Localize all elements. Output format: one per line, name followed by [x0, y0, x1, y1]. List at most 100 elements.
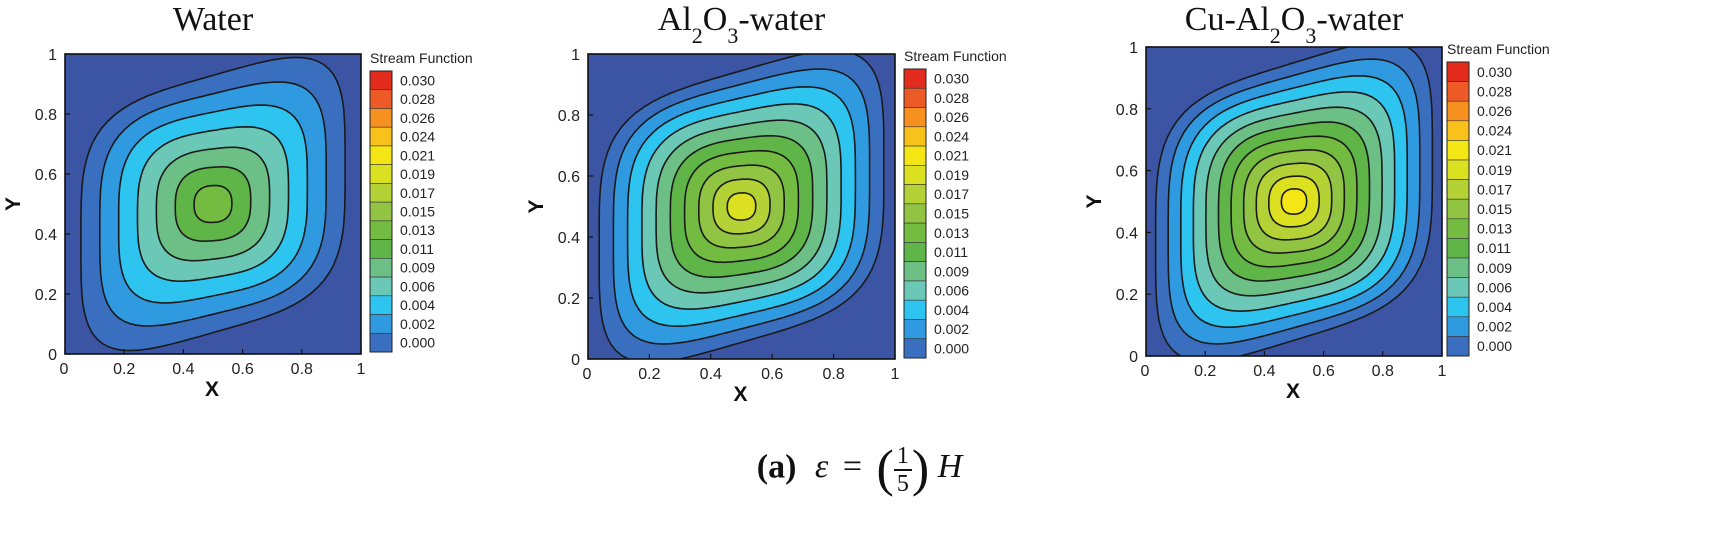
axis-ticks: 0 0.2 0.4 0.6 0.8 1 0 0.2 0.4 0.6 0.8 1: [558, 47, 900, 383]
colorbar-label: 0.019: [400, 166, 435, 182]
contour-line-0.002: [80, 56, 346, 352]
colorbar-swatch: [903, 261, 927, 282]
x-axis-label: X: [733, 383, 747, 406]
caption-label: (a): [756, 448, 797, 486]
x-tick-label: 0.6: [231, 361, 253, 378]
colorbar-label: 0.021: [400, 147, 435, 163]
caption-epsilon: ε: [814, 448, 829, 486]
colorbar-frame: [369, 70, 393, 353]
contour-line-0.009: [136, 125, 290, 283]
y-tick-label: 1: [1129, 40, 1138, 57]
x-tick-label: 1: [357, 361, 366, 378]
colorbar-label: 0.030: [934, 71, 969, 87]
contour-line-0.009: [641, 103, 842, 310]
colorbar-frame: [903, 68, 927, 359]
contour-line-0.011: [655, 119, 828, 294]
contour-line-0.019: [1255, 162, 1333, 241]
contour-line-0.021: [1268, 175, 1320, 228]
contour-line-0.015: [683, 149, 800, 264]
colorbar-label: 0.026: [1477, 103, 1512, 119]
y-tick-label: 0.4: [558, 230, 580, 247]
colorbar-swatch: [369, 70, 393, 91]
plot-frame: [587, 53, 896, 360]
colorbar-label: 0.004: [934, 302, 969, 318]
contour-line-0.015: [1230, 135, 1358, 268]
contour-line-0.006: [626, 85, 857, 328]
contour-fill-level-7: [194, 185, 232, 223]
colorbar-swatch: [369, 332, 393, 353]
panel-cu-al2o3-water: Cu-Al2O3-water 0 0.2 0.4 0.6 0.8 1 0 0.2 0.4 0.6 0.…: [1083, 1, 1550, 403]
colorbar-label: 0.028: [934, 90, 969, 106]
x-tick-label: 0.4: [172, 361, 194, 378]
colorbar-swatch: [903, 87, 927, 108]
colorbar-swatch: [369, 145, 393, 165]
colorbar-swatch: [1446, 316, 1470, 337]
chart-title: Cu-Al2O3-water: [1185, 1, 1404, 48]
colorbar-label: 0.002: [1477, 319, 1512, 335]
colorbar-swatch: [903, 107, 927, 128]
colorbar-swatch: [369, 183, 393, 203]
colorbar-title: Stream Function: [1447, 41, 1550, 57]
y-tick-label: 0.2: [35, 287, 57, 304]
colorbar-label: 0.002: [934, 321, 969, 337]
x-tick-label: 0.6: [761, 366, 783, 383]
caption-variable: H: [937, 448, 963, 486]
colorbar-swatch: [1446, 159, 1470, 180]
colorbar-swatch: [1446, 179, 1470, 200]
y-axis-label: Y: [525, 199, 548, 213]
axis-ticks: 0 0.2 0.4 0.6 0.8 1 0 0.2 0.4 0.6 0.8 1: [35, 47, 366, 378]
colorbar-label: 0.013: [1477, 221, 1512, 237]
contour-line-0.011: [1205, 106, 1383, 297]
x-tick-label: 1: [891, 366, 900, 383]
contour-line-0.015: [193, 184, 233, 224]
x-tick-label: 0.2: [113, 361, 135, 378]
caption-paren-close: ): [911, 441, 930, 498]
panel-al2o3-water: Al2O3-water 0 0.2 0.4 0.6 0.8 1 0 0.2 0.4 0.6 0.8 1 X…: [525, 1, 1007, 406]
y-tick-label: 0.6: [1116, 164, 1138, 181]
colorbar-label: 0.021: [1477, 142, 1512, 158]
colorbar-swatch: [903, 126, 927, 147]
contour-line-0.002: [1154, 47, 1434, 356]
colorbar-swatch: [1446, 257, 1470, 278]
x-tick-label: 0: [583, 366, 592, 383]
contour-line-0.011: [155, 146, 271, 262]
y-tick-label: 0: [1129, 349, 1138, 366]
chart-title: Al2O3-water: [658, 1, 826, 48]
contour-line-0.004: [99, 81, 327, 327]
y-axis-label: Y: [1083, 194, 1106, 208]
y-tick-label: 0.4: [35, 227, 57, 244]
contour-line-0.004: [1167, 58, 1421, 345]
y-tick-label: 0: [48, 347, 57, 364]
caption-equals: =: [842, 448, 863, 486]
colorbar: Stream Function 0.030 0.028 0.026 0.024 0.021…: [369, 50, 473, 353]
colorbar-label: 0.009: [934, 263, 969, 279]
y-tick-label: 0.6: [35, 167, 57, 184]
colorbar-swatch: [1446, 198, 1470, 220]
y-tick-label: 1: [48, 47, 57, 64]
colorbar-label: 0.015: [1477, 201, 1512, 217]
y-tick-label: 1: [571, 47, 580, 64]
colorbar-swatch: [903, 280, 927, 301]
x-tick-label: 0.4: [700, 366, 722, 383]
x-axis-label: X: [1286, 380, 1300, 403]
colorbar-swatch: [903, 338, 927, 359]
colorbar-swatch: [903, 319, 927, 340]
contour-line-0.002: [598, 54, 885, 359]
colorbar-swatch: [1446, 277, 1470, 298]
colorbar-label: 0.030: [400, 72, 435, 88]
colorbar-swatch: [369, 164, 393, 184]
colorbar-swatch: [1446, 81, 1470, 102]
y-tick-label: 0.8: [1116, 102, 1138, 119]
plot-frame: [1145, 46, 1443, 357]
y-tick-label: 0: [571, 352, 580, 369]
x-tick-label: 1: [1438, 363, 1447, 380]
contour-fill-level-11: [1281, 188, 1307, 215]
x-tick-label: 0.8: [822, 366, 844, 383]
contour-line-0.017: [698, 164, 785, 249]
axis-ticks: 0 0.2 0.4 0.6 0.8 1 0 0.2 0.4 0.6 0.8 1: [1116, 40, 1447, 380]
contour-line-0.013: [174, 166, 252, 242]
colorbar-swatch: [1446, 218, 1470, 239]
contour-fills: [80, 57, 346, 351]
